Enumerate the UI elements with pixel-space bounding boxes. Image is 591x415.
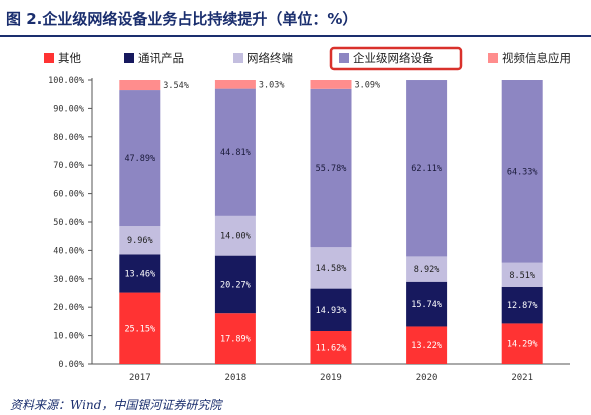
x-tick-label: 2020 <box>416 373 438 383</box>
stacked-bar-chart: 0.00% 10.00% 20.00% 30.00% 40.00% 50.00% 60.00… <box>44 46 571 383</box>
legend-highlight-box <box>329 46 463 71</box>
bar-segment <box>214 215 256 256</box>
data-label: 9.96% <box>127 236 153 246</box>
data-label: 15.74% <box>411 300 442 310</box>
bar-segment <box>119 292 161 364</box>
data-label: 20.27% <box>220 280 251 290</box>
bar-segment <box>501 80 543 263</box>
data-label: 44.81% <box>220 148 251 158</box>
data-label: 3.03% <box>259 80 285 90</box>
y-tick-label: 70.00% <box>53 161 84 171</box>
legend-label: 企业级网络设备 <box>353 51 434 65</box>
bar-segment <box>501 286 543 324</box>
legend-swatch <box>488 53 498 63</box>
data-label: 62.11% <box>411 164 442 174</box>
y-tick-label: 100.00% <box>48 76 84 86</box>
bar-segment <box>310 80 352 89</box>
x-tick-label: 2019 <box>320 373 342 383</box>
bar-segment <box>214 313 256 364</box>
data-label: 11.62% <box>316 343 347 353</box>
bar-segment <box>406 80 448 257</box>
bar-segment <box>310 88 352 248</box>
x-tick-label: 2018 <box>225 373 247 383</box>
data-label: 14.29% <box>507 340 538 350</box>
data-label: 14.58% <box>316 264 347 274</box>
legend-swatch <box>44 53 54 63</box>
bar-segment <box>214 80 256 89</box>
bar-segment <box>310 288 352 331</box>
legend-swatch <box>339 53 349 63</box>
bar-segment <box>119 90 161 227</box>
x-tick-label: 2021 <box>511 373 533 383</box>
bar-segment <box>310 330 352 364</box>
legend-label: 通讯产品 <box>138 51 184 65</box>
data-label: 14.93% <box>316 306 347 316</box>
title-divider <box>0 35 591 37</box>
bar-segment <box>406 256 448 282</box>
y-tick-label: 30.00% <box>53 275 84 285</box>
bar-segment <box>406 281 448 327</box>
bar-segment <box>406 326 448 364</box>
data-label: 3.09% <box>355 80 381 90</box>
data-label: 8.51% <box>509 271 535 281</box>
bar-segment <box>119 80 161 91</box>
data-label: 47.89% <box>124 154 155 164</box>
y-tick-label: 20.00% <box>53 303 84 313</box>
data-label: 8.92% <box>414 265 440 275</box>
data-label: 12.87% <box>507 301 538 311</box>
legend-label: 视频信息应用 <box>502 51 571 65</box>
legend-label: 网络终端 <box>247 51 293 65</box>
data-label: 25.15% <box>124 324 155 334</box>
y-tick-label: 40.00% <box>53 246 84 256</box>
bar-segment <box>501 262 543 287</box>
y-tick-label: 80.00% <box>53 133 84 143</box>
data-label: 13.46% <box>124 269 155 279</box>
data-label: 14.00% <box>220 232 251 242</box>
bar-segment <box>310 247 352 289</box>
legend-swatch <box>233 53 243 63</box>
y-tick-label: 50.00% <box>53 218 84 228</box>
bar-segment <box>501 323 543 364</box>
data-label: 13.22% <box>411 341 442 351</box>
y-tick-label: 10.00% <box>53 332 84 342</box>
legend-label: 其他 <box>58 51 81 65</box>
bar-segment <box>119 226 161 255</box>
bar-segment <box>214 88 256 216</box>
source-note: 资料来源：Wind，中国银河证券研究院 <box>10 398 222 412</box>
data-label: 55.78% <box>316 164 347 174</box>
bar-segment <box>214 255 256 314</box>
data-label: 64.33% <box>507 167 538 177</box>
y-tick-label: 60.00% <box>53 190 84 200</box>
x-tick-label: 2017 <box>129 373 151 383</box>
bar-segment <box>119 254 161 293</box>
figure-title: 图 2.企业级网络设备业务占比持续提升（单位：%） <box>6 10 358 28</box>
data-label: 17.89% <box>220 335 251 345</box>
y-tick-label: 0.00% <box>58 360 84 370</box>
legend-swatch <box>124 53 134 63</box>
data-label: 3.54% <box>163 81 189 91</box>
y-tick-label: 90.00% <box>53 104 84 114</box>
